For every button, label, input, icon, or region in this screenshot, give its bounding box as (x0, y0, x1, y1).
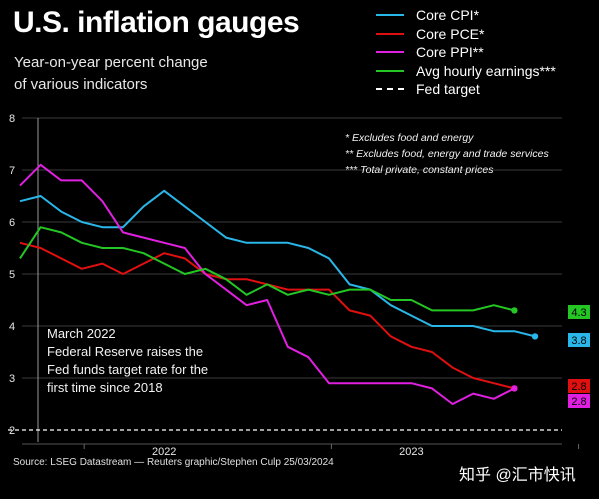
legend-label: Core PCE* (416, 25, 485, 42)
watermark: 知乎 @汇市快讯 (455, 460, 580, 486)
y-tick-label: 2 (9, 425, 15, 437)
legend-item-fed-target: Fed target (376, 80, 556, 99)
annotation-line: March 2022 (47, 326, 116, 341)
footnote: *** Total private, constant prices (345, 164, 494, 176)
legend-label: Core PPI** (416, 44, 484, 60)
series-end-point (531, 333, 539, 340)
legend-item-core-cpi: Core CPI* (376, 6, 556, 25)
series-line (19, 163, 515, 405)
y-tick-label: 5 (9, 269, 15, 281)
legend-item-core-ppi: Core PPI** (376, 43, 556, 62)
y-tick-label: 3 (9, 373, 15, 385)
y-tick-label: 6 (9, 217, 15, 229)
legend-label: Avg hourly earnings*** (416, 62, 556, 79)
footnote: * Excludes food and energy (345, 132, 474, 144)
series-lines (8, 163, 562, 431)
series-end-point (511, 307, 518, 314)
end-value-badge (568, 394, 590, 408)
end-value-text: 2.8 (571, 396, 586, 408)
legend-label: Core CPI* (416, 7, 480, 23)
legend-swatch (376, 69, 404, 72)
y-tick-label: 4 (9, 321, 15, 333)
chart-subtitle: Year-on-year percent change of various i… (14, 52, 244, 96)
series-line (19, 226, 515, 312)
end-value-badge (568, 305, 590, 319)
subtitle-line: of various indicators (14, 76, 148, 93)
x-tick-label: 2023 (399, 446, 423, 458)
series-line (19, 189, 536, 338)
end-value-badge (568, 333, 590, 347)
y-tick-label: 8 (9, 113, 15, 125)
footnote: ** Excludes food, energy and trade servi… (345, 148, 549, 160)
legend-swatch (376, 88, 404, 91)
end-value-text: 3.8 (571, 335, 586, 347)
chart-title: U.S. inflation gauges (13, 6, 300, 39)
end-value-text: 2.8 (571, 381, 586, 393)
chart-annotation: March 2022 Federal Reserve raises the Fe… (47, 325, 208, 397)
legend-item-core-pce: Core PCE* (376, 25, 556, 44)
annotation-line: first time since 2018 (47, 380, 163, 395)
subtitle-line: Year-on-year percent change (14, 54, 208, 71)
annotation-line: Federal Reserve raises the (47, 344, 204, 359)
end-value-text: 4.3 (571, 307, 586, 319)
annotation-line: Fed funds target rate for the (47, 362, 209, 377)
end-value-badge (568, 379, 590, 393)
legend-label: Fed target (416, 81, 480, 97)
end-value-labels: 4.3 3.8 2.8 2.8 (568, 305, 590, 408)
legend: Core CPI* Core PCE* Core PPI** Avg hourl… (376, 6, 556, 99)
series-end-point (511, 385, 518, 392)
footnotes: * Excludes food and energy ** Excludes f… (345, 130, 549, 178)
source-credit: Source: LSEG Datastream — Reuters graphi… (13, 457, 334, 468)
legend-swatch (376, 51, 404, 54)
legend-item-avg-hourly-earnings: Avg hourly earnings*** (376, 62, 556, 81)
axes: 2345678202220232024 (9, 113, 580, 458)
legend-swatch (376, 14, 404, 17)
x-tick-label: 2022 (152, 446, 176, 458)
legend-swatch (376, 32, 404, 35)
y-tick-label: 7 (9, 165, 15, 177)
